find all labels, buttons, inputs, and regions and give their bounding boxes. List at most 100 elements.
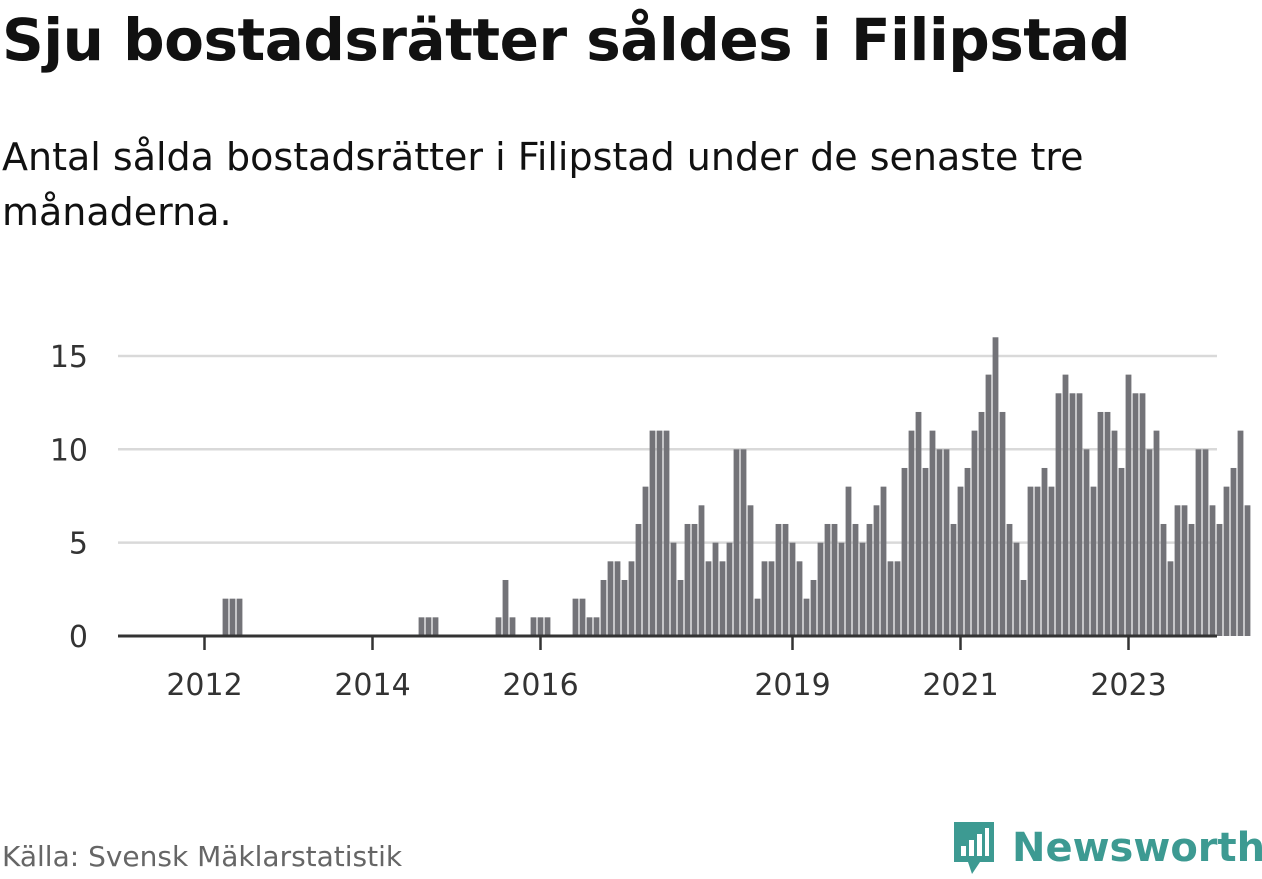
bar	[880, 486, 887, 636]
bar	[1083, 449, 1090, 636]
bar	[656, 430, 663, 636]
bar	[418, 617, 425, 636]
bar	[691, 523, 698, 636]
x-tick-label: 2014	[334, 668, 410, 703]
bar	[1055, 393, 1062, 636]
bar	[950, 523, 957, 636]
bar	[824, 523, 831, 636]
bar	[1139, 393, 1146, 636]
bar	[1027, 486, 1034, 636]
bar	[901, 467, 908, 636]
bar	[684, 523, 691, 636]
bar	[817, 542, 824, 636]
bar	[1020, 579, 1027, 636]
bar	[635, 523, 642, 636]
bar	[712, 542, 719, 636]
bar	[586, 617, 593, 636]
bar	[663, 430, 670, 636]
bar	[1174, 505, 1181, 636]
bar	[859, 542, 866, 636]
y-axis-ticks: 0 5 10 15	[50, 340, 88, 655]
bar	[999, 411, 1006, 636]
bar	[544, 617, 551, 636]
y-tick-label: 15	[50, 340, 88, 375]
bar	[1223, 486, 1230, 636]
bar	[1048, 486, 1055, 636]
bar	[768, 561, 775, 636]
bar	[495, 617, 502, 636]
bar	[719, 561, 726, 636]
bar	[1160, 523, 1167, 636]
bar	[614, 561, 621, 636]
bar	[705, 561, 712, 636]
bar	[1006, 523, 1013, 636]
bar	[1237, 430, 1244, 636]
bar	[1181, 505, 1188, 636]
bar	[1209, 505, 1216, 636]
bar	[838, 542, 845, 636]
bar	[747, 505, 754, 636]
bar	[1146, 449, 1153, 636]
newsworthy-logo-icon	[954, 822, 994, 874]
bar	[537, 617, 544, 636]
bar	[740, 449, 747, 636]
bar	[775, 523, 782, 636]
chart-title: Sju bostadsrätter såldes i Filipstad	[2, 6, 1131, 74]
bar	[236, 598, 243, 636]
bar	[572, 598, 579, 636]
bar	[754, 598, 761, 636]
bar	[677, 579, 684, 636]
bar	[1216, 523, 1223, 636]
bar	[1125, 374, 1132, 636]
bar	[1167, 561, 1174, 636]
bar	[887, 561, 894, 636]
chart-subtitle: Antal sålda bostadsrätter i Filipstad un…	[2, 135, 1084, 234]
bar	[502, 579, 509, 636]
bar	[985, 374, 992, 636]
bar	[1104, 411, 1111, 636]
y-tick-label: 5	[69, 527, 88, 562]
bar	[432, 617, 439, 636]
bar	[509, 617, 516, 636]
bar	[600, 579, 607, 636]
bar	[908, 430, 915, 636]
x-axis-ticks: 2012 2014 2016 2019 2021 2023	[166, 636, 1167, 703]
bar	[670, 542, 677, 636]
bar	[1195, 449, 1202, 636]
bar	[222, 598, 229, 636]
bar	[530, 617, 537, 636]
bar	[579, 598, 586, 636]
x-tick-label: 2023	[1090, 668, 1166, 703]
bar	[593, 617, 600, 636]
y-tick-label: 10	[50, 433, 88, 468]
bar	[1230, 467, 1237, 636]
bar	[1118, 467, 1125, 636]
bar	[1132, 393, 1139, 636]
bar-series	[222, 337, 1251, 636]
bar	[957, 486, 964, 636]
x-tick-label: 2019	[754, 668, 830, 703]
bar	[642, 486, 649, 636]
y-tick-label: 0	[69, 620, 88, 655]
bar	[971, 430, 978, 636]
bar	[649, 430, 656, 636]
bar	[929, 430, 936, 636]
bar	[992, 337, 999, 636]
bar	[1062, 374, 1069, 636]
bar	[607, 561, 614, 636]
bar	[789, 542, 796, 636]
bar	[229, 598, 236, 636]
bar	[1069, 393, 1076, 636]
brand-logo: Newsworthy	[950, 818, 1262, 878]
bar	[628, 561, 635, 636]
bar	[425, 617, 432, 636]
x-tick-label: 2021	[922, 668, 998, 703]
bar	[873, 505, 880, 636]
bar	[1097, 411, 1104, 636]
x-tick-label: 2016	[502, 668, 578, 703]
bar	[1188, 523, 1195, 636]
bar	[803, 598, 810, 636]
bar	[894, 561, 901, 636]
bar	[922, 467, 929, 636]
